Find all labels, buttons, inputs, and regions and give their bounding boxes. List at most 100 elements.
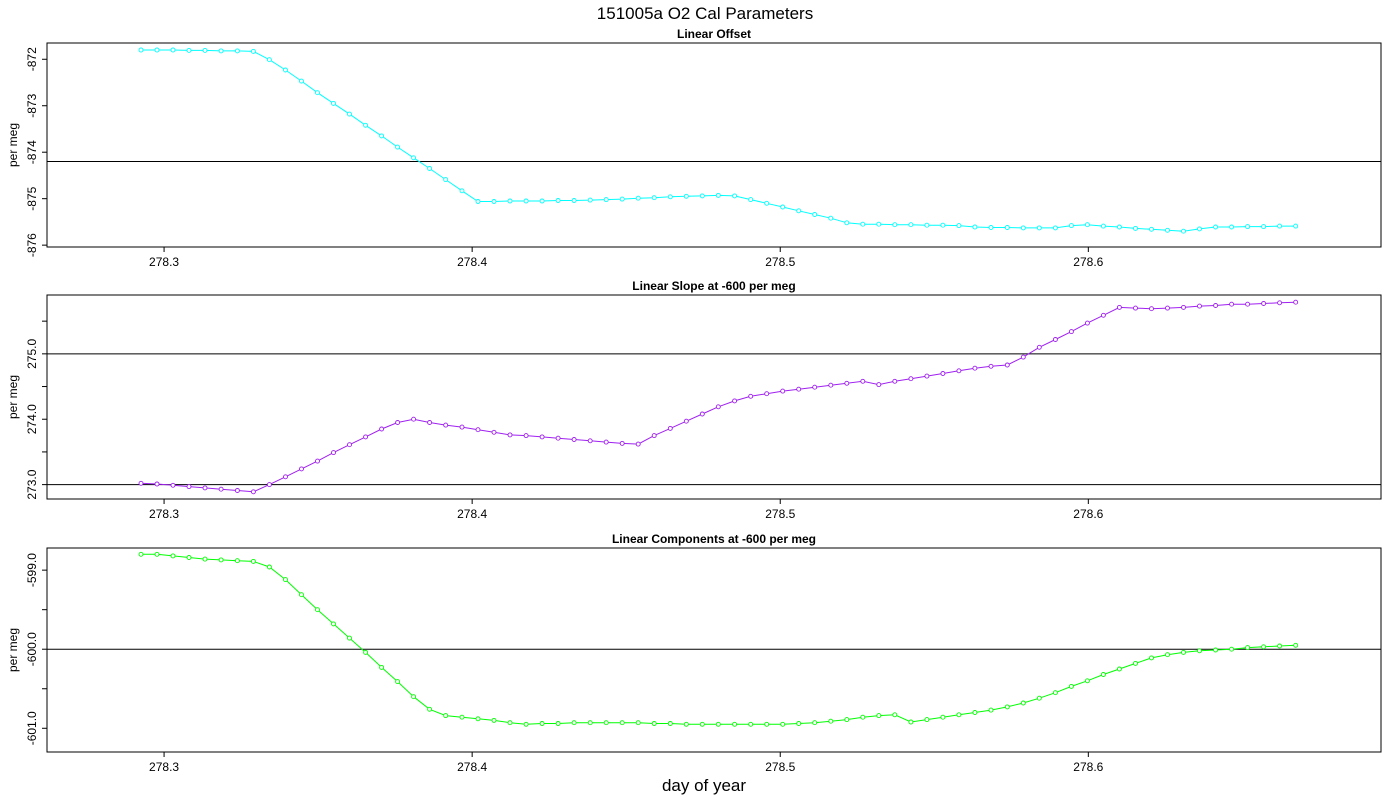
linear-slope-y-tick-label: 275.0 xyxy=(25,339,39,369)
linear-slope-data-point xyxy=(459,424,465,430)
linear-offset-data-point xyxy=(555,198,561,203)
linear-offset-data-point xyxy=(1100,223,1106,229)
linear-components-data-point xyxy=(555,721,561,726)
linear-slope-x-tick-label: 278.4 xyxy=(457,507,487,521)
linear-offset-data-point xyxy=(635,195,641,201)
linear-components-data-point xyxy=(571,720,577,726)
linear-offset-series-line xyxy=(141,49,1296,232)
linear-components-data-point xyxy=(1229,646,1235,652)
linear-components-data-point xyxy=(1116,666,1122,672)
linear-slope-data-point xyxy=(828,382,834,388)
linear-offset-data-point xyxy=(764,200,770,206)
linear-components-data-point xyxy=(443,713,449,719)
linear-components-title: Linear Components at -600 per meg xyxy=(612,532,816,546)
linear-components-data-point xyxy=(347,635,352,641)
linear-slope-data-point xyxy=(1277,300,1283,306)
linear-components-data-point xyxy=(475,716,481,722)
linear-slope-data-point xyxy=(796,386,802,392)
linear-components-data-point xyxy=(587,720,593,726)
linear-slope-data-point xyxy=(1084,320,1090,326)
linear-slope-data-point xyxy=(1197,303,1202,309)
linear-components-data-point xyxy=(1068,683,1074,689)
linear-slope-data-point xyxy=(780,388,786,394)
linear-offset-title: Linear Offset xyxy=(677,27,751,41)
linear-slope-data-point xyxy=(635,441,641,447)
linear-components-plot-frame xyxy=(46,547,1382,753)
linear-offset-data-point xyxy=(1277,223,1283,229)
linear-components-data-point xyxy=(218,557,224,563)
linear-slope-data-point xyxy=(1116,304,1122,310)
linear-offset-data-point xyxy=(459,188,465,194)
linear-offset-data-point xyxy=(651,195,657,201)
linear-offset-data-point xyxy=(202,47,208,53)
linear-offset-y-tick-label: -873 xyxy=(25,93,39,117)
linear-offset-data-point xyxy=(539,198,545,204)
linear-offset-data-point xyxy=(1084,222,1090,228)
linear-slope-data-point xyxy=(748,393,754,399)
linear-slope-data-point xyxy=(170,482,176,488)
linear-offset-data-point xyxy=(266,57,272,63)
linear-components-data-point xyxy=(635,720,641,726)
linear-offset-data-point xyxy=(1020,225,1026,231)
linear-offset-data-point xyxy=(732,193,738,199)
linear-components-data-point xyxy=(250,558,256,564)
linear-offset-data-point xyxy=(1181,228,1186,234)
linear-offset-data-point xyxy=(250,48,256,54)
linear-offset-data-point xyxy=(475,199,481,204)
linear-components-data-point xyxy=(780,721,786,727)
linear-slope-data-point xyxy=(732,398,738,404)
linear-slope-x-tick-label: 278.6 xyxy=(1073,507,1103,521)
linear-components-data-point xyxy=(683,721,689,727)
linear-offset-data-point xyxy=(1165,227,1170,233)
linear-offset-data-point xyxy=(234,48,240,54)
linear-slope-data-point xyxy=(555,435,561,441)
linear-offset-data-point xyxy=(1293,223,1299,229)
linear-offset-data-point xyxy=(347,111,352,117)
linear-components-data-point xyxy=(363,649,369,655)
linear-slope-y-tick-label: 273.0 xyxy=(25,469,39,499)
linear-offset-x-tick-label: 278.3 xyxy=(149,255,179,269)
linear-offset-data-point xyxy=(603,197,609,203)
linear-offset-plot-frame xyxy=(46,42,1382,248)
linear-offset-data-point xyxy=(587,197,593,203)
linear-slope-data-point xyxy=(1181,304,1186,310)
linear-components-data-point xyxy=(651,721,657,726)
linear-offset-y-tick-label: -876 xyxy=(25,233,39,257)
linear-components-data-point xyxy=(170,553,176,559)
linear-offset-data-point xyxy=(1149,226,1154,232)
linear-slope-data-point xyxy=(972,365,978,371)
linear-slope-data-point xyxy=(651,433,657,439)
linear-slope-data-point xyxy=(299,466,304,472)
linear-slope-data-point xyxy=(892,378,898,384)
figure-title: 151005a O2 Cal Parameters xyxy=(597,4,813,23)
linear-components-data-point xyxy=(523,721,529,727)
linear-components-data-point xyxy=(1181,649,1186,655)
linear-offset-panel: Linear Offset 278.3 278.4 278.5 278.6 -876 -87… xyxy=(6,27,1382,269)
linear-components-series-line xyxy=(141,553,1296,725)
linear-offset-data-point xyxy=(972,224,978,230)
linear-offset-data-point xyxy=(186,47,192,53)
linear-components-data-point xyxy=(299,592,304,598)
linear-components-data-point xyxy=(667,721,673,726)
linear-components-data-point xyxy=(154,551,160,557)
linear-offset-data-point xyxy=(796,208,802,214)
linear-offset-x-tick-label: 278.4 xyxy=(457,255,487,269)
linear-offset-data-point xyxy=(395,144,401,150)
linear-components-data-point xyxy=(1261,644,1267,650)
linear-components-data-point xyxy=(603,720,609,726)
linear-slope-data-point xyxy=(507,432,513,438)
linear-slope-data-point xyxy=(844,380,850,386)
linear-slope-data-point xyxy=(523,433,529,439)
linear-offset-data-point xyxy=(331,100,336,106)
linear-offset-data-point xyxy=(988,225,994,230)
linear-components-data-point xyxy=(1245,645,1251,651)
linear-components-data-point xyxy=(1004,704,1010,710)
linear-slope-data-point xyxy=(411,416,417,422)
linear-offset-data-point xyxy=(523,198,529,204)
linear-components-data-point xyxy=(1100,672,1106,677)
linear-components-data-point xyxy=(876,713,882,719)
linear-slope-data-point xyxy=(475,427,481,433)
linear-components-x-tick-label: 278.5 xyxy=(765,760,795,774)
linear-offset-data-point xyxy=(619,196,625,202)
linear-slope-data-point xyxy=(715,404,721,410)
